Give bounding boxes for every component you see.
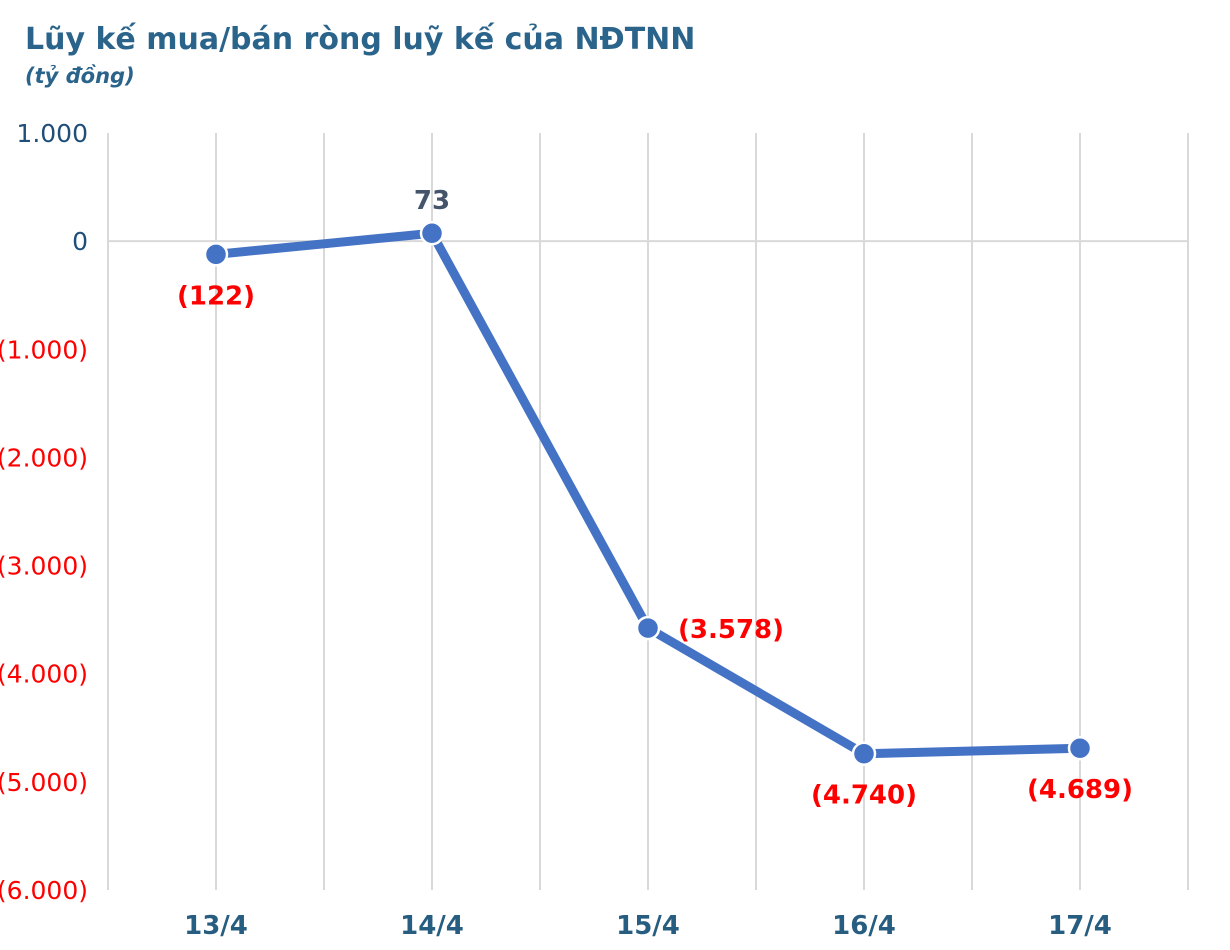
data-point-marker	[1067, 735, 1093, 761]
data-point-label: (122)	[177, 281, 255, 311]
x-axis-tick-label: 13/4	[184, 911, 248, 941]
x-axis-tick-label: 15/4	[616, 911, 680, 941]
data-point-label: (4.689)	[1027, 775, 1133, 805]
data-point-label: 73	[414, 186, 450, 216]
x-axis-tick-label: 16/4	[832, 911, 896, 941]
data-point-marker	[635, 615, 661, 641]
chart-unit-label: (tỷ đồng)	[25, 64, 135, 88]
data-point-marker	[419, 220, 445, 246]
y-axis-tick-label: (5.000)	[0, 768, 88, 797]
data-point-marker	[203, 242, 229, 267]
x-axis-tick-label: 17/4	[1048, 911, 1112, 941]
data-point-label: (3.578)	[678, 615, 784, 645]
y-axis-tick-label: (6.000)	[0, 876, 88, 905]
y-axis-tick-label: 0	[72, 227, 88, 256]
data-point-label: (4.740)	[811, 781, 917, 811]
chart-title: Lũy kế mua/bán ròng luỹ kế của NĐTNN	[25, 22, 696, 57]
y-axis-tick-label: (4.000)	[0, 660, 88, 689]
y-axis-tick-label: (2.000)	[0, 443, 88, 472]
data-point-marker	[851, 741, 877, 766]
x-axis-tick-label: 14/4	[400, 911, 464, 941]
y-axis-tick-label: 1.000	[16, 119, 88, 148]
y-axis-tick-label: (3.000)	[0, 552, 88, 581]
y-axis-tick-label: (1.000)	[0, 335, 88, 364]
